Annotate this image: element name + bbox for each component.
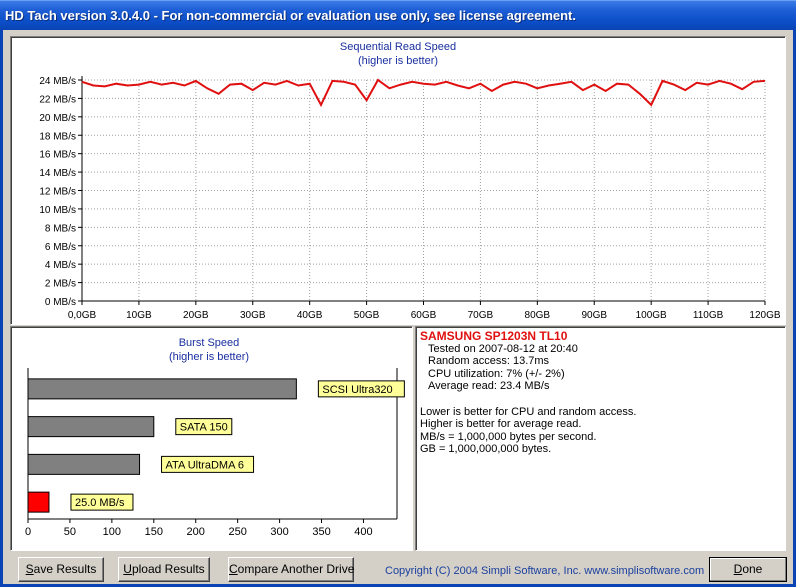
sequential-read-chart: Sequential Read Speed (higher is better)… <box>39 41 781 321</box>
x-tick-label: 30GB <box>240 310 266 321</box>
drive-info-panel: SAMSUNG SP1203N TL10 Tested on 2007-08-1… <box>415 326 786 551</box>
chart-subtitle: (higher is better) <box>358 55 438 67</box>
burst-bar-label: SATA 150 <box>180 422 228 434</box>
burst-x-tick-label: 300 <box>270 526 288 538</box>
x-tick-label: 90GB <box>581 310 607 321</box>
y-tick-label: 0 MB/s <box>45 297 76 308</box>
chart-title: Sequential Read Speed <box>340 41 456 53</box>
x-tick-label: 70GB <box>468 310 494 321</box>
title-bar: HD Tach version 3.0.4.0 - For non-commer… <box>0 0 796 30</box>
random-access: Random access: 13.7ms <box>428 355 550 367</box>
cpu-utilization: CPU utilization: 7% (+/- 2%) <box>428 367 565 380</box>
drive-info: SAMSUNG SP1203N TL10 Tested on 2007-08-1… <box>420 330 636 456</box>
burst-x-tick-label: 400 <box>354 526 372 538</box>
read-speed-line <box>81 78 766 108</box>
y-tick-label: 24 MB/s <box>39 76 76 87</box>
burst-bar-label-box <box>175 418 233 436</box>
x-tick-label: 0,0GB <box>68 310 97 321</box>
y-tick-label: 6 MB/s <box>45 242 76 253</box>
burst-x-tick-label: 150 <box>145 526 163 538</box>
x-tick-label: 10GB <box>126 310 152 321</box>
tested-date: Tested on 2007-08-12 at 20:40 <box>428 342 578 355</box>
note-gb-definition: GB = 1,000,000,000 bytes. <box>420 443 552 455</box>
y-tick-label: 16 MB/s <box>39 150 76 161</box>
chart-axes <box>78 76 766 305</box>
burst-bar <box>27 491 50 513</box>
burst-speed-panel: Burst Speed (higher is better) SCSI Ultr… <box>10 326 413 551</box>
y-tick-label: 10 MB/s <box>39 205 76 216</box>
burst-bar-label-box <box>70 493 134 511</box>
y-tick-label: 14 MB/s <box>39 168 76 179</box>
save-results-button[interactable]: Save Results <box>18 557 104 582</box>
y-tick-label: 4 MB/s <box>45 260 76 271</box>
burst-x-tick-label: 50 <box>64 526 76 538</box>
burst-x-ticks: 0 50 100 150 200 250 300 350 400 <box>25 526 373 538</box>
burst-x-tick-label: 200 <box>187 526 205 538</box>
burst-title: Burst Speed <box>179 337 240 349</box>
x-tick-label: 20GB <box>183 310 209 321</box>
burst-bar <box>27 416 155 438</box>
sequential-read-panel: Sequential Read Speed (higher is better)… <box>10 36 786 325</box>
burst-bar-label: ATA UltraDMA 6 <box>166 459 244 471</box>
burst-bar-label-box <box>317 380 405 398</box>
y-tick-label: 22 MB/s <box>39 94 76 105</box>
y-tick-label: 12 MB/s <box>39 187 76 198</box>
drive-name: SAMSUNG SP1203N TL10 <box>420 329 568 343</box>
y-axis-ticks: 0 MB/s 2 MB/s 4 MB/s 6 MB/s 8 MB/s 10 MB/s 12 … <box>39 76 76 308</box>
burst-speed-chart: Burst Speed (higher is better) SCSI Ultr… <box>25 337 405 538</box>
x-tick-label: 120GB <box>749 310 780 321</box>
burst-bars: SCSI Ultra320 SATA 150 ATA UltraDMA 6 25.0 … <box>27 378 405 513</box>
y-tick-label: 8 MB/s <box>45 223 76 234</box>
burst-bar-label: SCSI Ultra320 <box>322 384 392 396</box>
average-read: Average read: 23.4 MB/s <box>428 380 550 392</box>
done-button[interactable]: Done <box>709 557 787 582</box>
burst-x-tick-label: 250 <box>228 526 246 538</box>
burst-bar <box>27 378 297 400</box>
y-tick-label: 18 MB/s <box>39 131 76 142</box>
note-lower-better: Lower is better for CPU and random acces… <box>420 405 637 418</box>
burst-x-tick-label: 350 <box>312 526 330 538</box>
burst-x-tick-label: 100 <box>103 526 121 538</box>
note-mbs-definition: MB/s = 1,000,000 bytes per second. <box>420 430 597 443</box>
y-tick-label: 2 MB/s <box>45 279 76 290</box>
x-tick-label: 50GB <box>354 310 380 321</box>
compare-another-drive-button[interactable]: Compare Another Drive <box>228 557 354 582</box>
burst-x-tick-label: 0 <box>25 526 31 538</box>
window-title: HD Tach version 3.0.4.0 - For non-commer… <box>5 8 576 23</box>
burst-bar-label: 25.0 MB/s <box>75 497 125 509</box>
x-axis-ticks: 0,0GB 10GB 20GB 30GB 40GB 50GB 60GB 70GB 80GB 90G… <box>68 310 781 321</box>
y-tick-label: 20 MB/s <box>39 113 76 124</box>
burst-subtitle: (higher is better) <box>169 351 249 363</box>
x-tick-label: 60GB <box>411 310 437 321</box>
x-tick-label: 100GB <box>636 310 667 321</box>
upload-results-button[interactable]: Upload Results <box>118 557 210 582</box>
x-tick-label: 80GB <box>525 310 551 321</box>
copyright-link[interactable]: Copyright (C) 2004 Simpli Software, Inc.… <box>385 565 705 577</box>
note-higher-better: Higher is better for average read. <box>420 418 582 430</box>
x-tick-label: 110GB <box>693 310 724 321</box>
burst-bar <box>27 453 141 475</box>
x-tick-label: 40GB <box>297 310 323 321</box>
chart-grid <box>81 79 766 302</box>
burst-bar-label-box <box>161 455 255 473</box>
